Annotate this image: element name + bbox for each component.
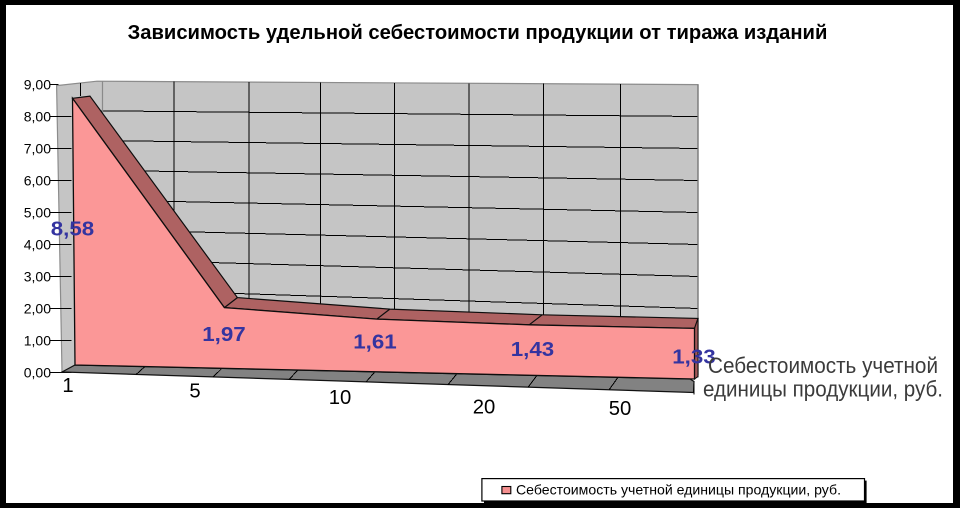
svg-text:3,00: 3,00 (24, 269, 51, 285)
svg-text:8,00: 8,00 (24, 109, 51, 125)
svg-text:единицы продукции, руб.: единицы продукции, руб. (703, 377, 943, 402)
svg-text:Себестоимость учетной: Себестоимость учетной (708, 353, 938, 378)
svg-text:1,97: 1,97 (202, 324, 246, 346)
svg-text:6,00: 6,00 (24, 173, 51, 189)
svg-text:10: 10 (329, 387, 352, 409)
svg-text:1,43: 1,43 (511, 339, 555, 361)
svg-text:1,61: 1,61 (353, 332, 397, 354)
svg-text:1: 1 (62, 375, 73, 397)
svg-text:7,00: 7,00 (24, 141, 51, 157)
svg-text:9,00: 9,00 (24, 77, 51, 93)
svg-text:4,00: 4,00 (24, 237, 51, 253)
svg-text:5,00: 5,00 (24, 205, 51, 221)
svg-text:5: 5 (189, 381, 200, 403)
svg-text:0,00: 0,00 (24, 364, 51, 380)
svg-text:Зависимость удельной себестоим: Зависимость удельной себестоимости проду… (128, 22, 828, 44)
svg-text:20: 20 (473, 397, 496, 419)
svg-text:1,33: 1,33 (672, 347, 716, 369)
svg-text:2,00: 2,00 (24, 300, 51, 316)
svg-text:Себестоимость учетной единицы: Себестоимость учетной единицы продукции,… (516, 482, 841, 497)
svg-text:1,00: 1,00 (24, 332, 51, 348)
svg-text:50: 50 (609, 398, 632, 420)
svg-text:8,58: 8,58 (51, 219, 95, 241)
